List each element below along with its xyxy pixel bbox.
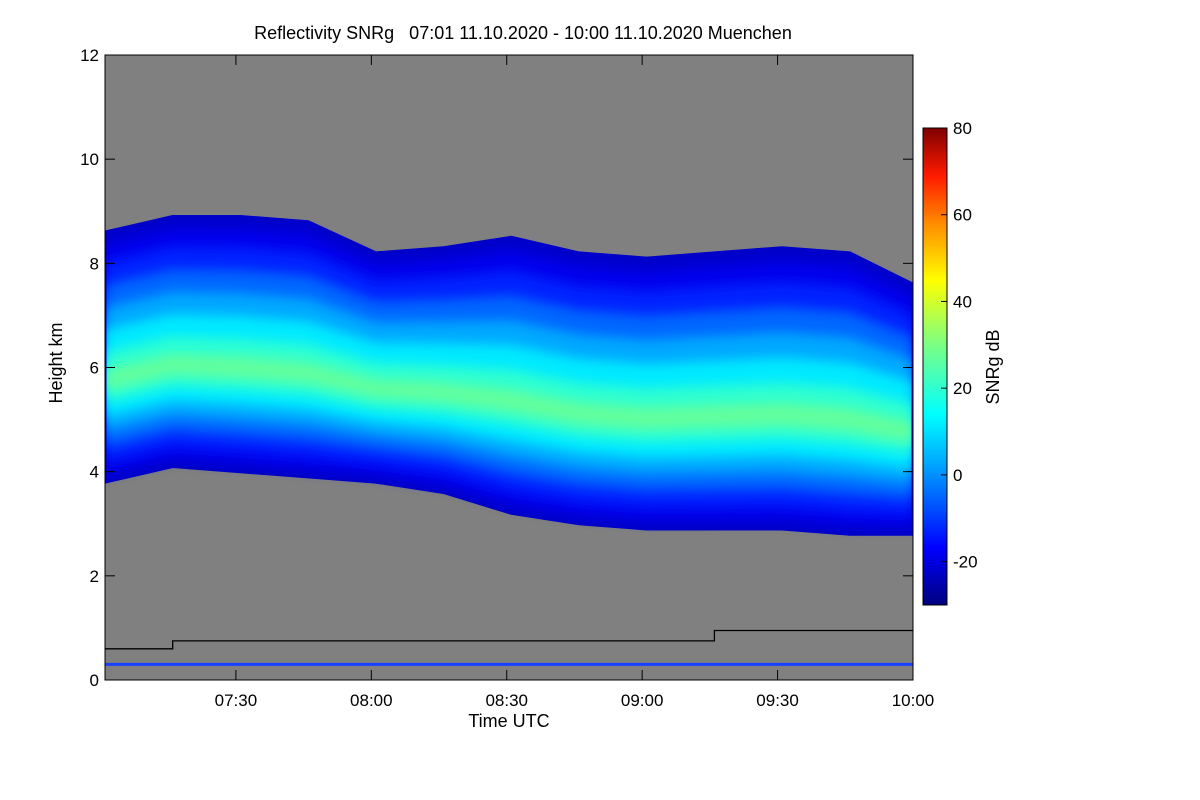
y-tick-label: 8	[90, 254, 99, 273]
colorbar-label: SNRg dB	[983, 329, 1003, 404]
x-tick-label: 08:30	[485, 691, 528, 710]
x-tick-label: 10:00	[892, 691, 935, 710]
colorbar-tick-label: 80	[953, 119, 972, 138]
cloud-layer	[105, 215, 913, 536]
colorbar-ticks: -20 0 20 40 60 80	[941, 119, 978, 572]
y-tick-label: 0	[90, 671, 99, 690]
overlay-step-line	[105, 629, 913, 650]
y-tick-label: 4	[90, 463, 99, 482]
y-tick-label: 12	[80, 46, 99, 65]
y-tick-label: 6	[90, 359, 99, 378]
y-tick-label: 2	[90, 567, 99, 586]
x-axis-ticks: 07:30 08:00 08:30 09:00 09:30 10:00	[215, 55, 935, 710]
x-axis-label: Time UTC	[468, 711, 549, 731]
cloud-band	[105, 354, 913, 443]
y-tick-label: 10	[80, 150, 99, 169]
colorbar-tick-label: 40	[953, 292, 972, 311]
x-tick-label: 09:30	[756, 691, 799, 710]
colorbar	[922, 127, 948, 606]
colorbar-tick-label: 60	[953, 206, 972, 225]
cloud-edge	[105, 215, 913, 536]
y-axis-ticks: 0 2 4 6 8 10 12	[80, 46, 913, 690]
overlay-line	[105, 629, 913, 650]
colorbar-tick-label: 20	[953, 379, 972, 398]
x-tick-label: 09:00	[621, 691, 664, 710]
colorbar-tick-label: -20	[953, 553, 978, 572]
colorbar-tick-label: 0	[953, 466, 962, 485]
chart-title: Reflectivity SNRg 07:01 11.10.2020 - 10:…	[254, 23, 792, 43]
x-tick-label: 07:30	[215, 691, 258, 710]
x-tick-label: 08:00	[350, 691, 393, 710]
y-axis-label: Height km	[46, 322, 66, 403]
